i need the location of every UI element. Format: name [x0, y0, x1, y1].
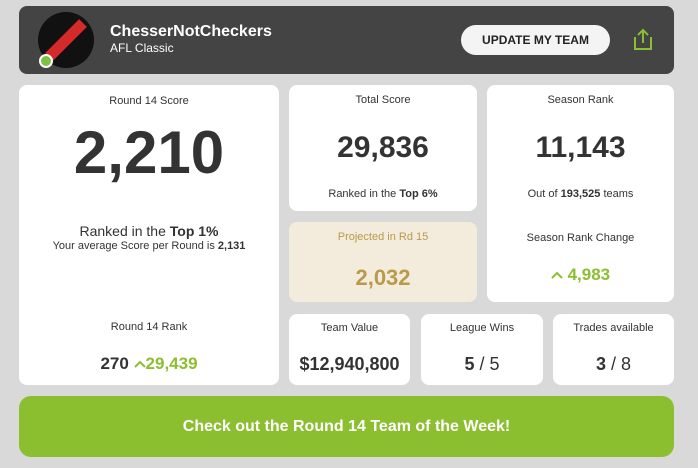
team-name: ChesserNotCheckers — [110, 23, 272, 40]
up-arrow — [551, 271, 563, 279]
team-of-week-banner[interactable]: Check out the Round 14 Team of the Week! — [19, 396, 674, 457]
text: Ranked in the — [79, 223, 166, 239]
card-label: Season Rank — [547, 94, 614, 106]
out-of-line: Out of 193,525 teams — [487, 187, 674, 201]
season-rank-card: Season Rank 11,143 Out of 193,525 teams … — [487, 85, 674, 302]
avatar — [38, 12, 94, 68]
score-value: 2,210 — [73, 119, 225, 186]
trades-value: 3 — [595, 354, 606, 374]
rank-line: Ranked in the Top 6% — [289, 187, 477, 201]
header: ChesserNotCheckers AFL Classic UPDATE MY… — [19, 6, 674, 74]
text: teams — [603, 188, 634, 200]
rank-line: Ranked in the Top 1% — [19, 223, 279, 239]
rank-value: 270 — [100, 354, 129, 373]
text: Out of — [527, 188, 558, 200]
league-wins-card: League Wins 5 / 5 — [421, 314, 543, 385]
average-line: Your average Score per Round is 2,131 — [19, 239, 279, 253]
rank-line: 270 29,439 — [19, 354, 279, 374]
projected-card: Projected in Rd 15 2,032 — [289, 222, 477, 302]
team-value: $12,940,800 — [299, 354, 400, 374]
out-of-value: 193,525 — [560, 188, 601, 200]
rank-value: Top 6% — [399, 188, 438, 200]
up-arrow — [133, 360, 146, 368]
update-team-button[interactable]: UPDATE MY TEAM — [461, 25, 610, 55]
trades-card: Trades available 3 / 8 — [553, 314, 674, 385]
season-rank-value: 11,143 — [535, 131, 626, 164]
change-line: 4,983 — [487, 265, 674, 285]
card-label: Season Rank Change — [526, 232, 635, 244]
projected-value: 2,032 — [355, 265, 411, 290]
card-label: League Wins — [449, 322, 515, 334]
card-label: Projected in Rd 15 — [337, 231, 429, 243]
total-score-card: Total Score 29,836 Ranked in the Top 6% — [289, 85, 477, 211]
wins-total: 5 — [489, 354, 500, 374]
card-label: Team Value — [320, 322, 379, 334]
change-value: 4,983 — [567, 265, 611, 284]
share-icon[interactable] — [632, 28, 654, 52]
card-label: Total Score — [355, 94, 411, 106]
team-value-card: Team Value $12,940,800 — [289, 314, 410, 385]
league-name: AFL Classic — [110, 41, 174, 55]
wins-line: 5 / 5 — [421, 353, 543, 375]
text: Ranked in the — [328, 188, 397, 200]
text: Your average Score per Round is — [52, 240, 215, 252]
wins-value: 5 — [464, 354, 475, 374]
card-label: Trades available — [573, 322, 654, 334]
card-label: Round 14 Score — [109, 95, 189, 107]
rank-change: 29,439 — [145, 354, 198, 373]
rank-value: Top 1% — [169, 223, 219, 239]
separator: / — [479, 354, 485, 374]
card-label: Round 14 Rank — [110, 321, 188, 333]
round-score-card: Round 14 Score 2,210 Ranked in the Top 1… — [19, 85, 279, 385]
trades-line: 3 / 8 — [553, 353, 674, 375]
separator: / — [610, 354, 616, 374]
total-value: 29,836 — [337, 131, 429, 164]
average-value: 2,131 — [217, 240, 246, 252]
trades-total: 8 — [621, 354, 632, 374]
